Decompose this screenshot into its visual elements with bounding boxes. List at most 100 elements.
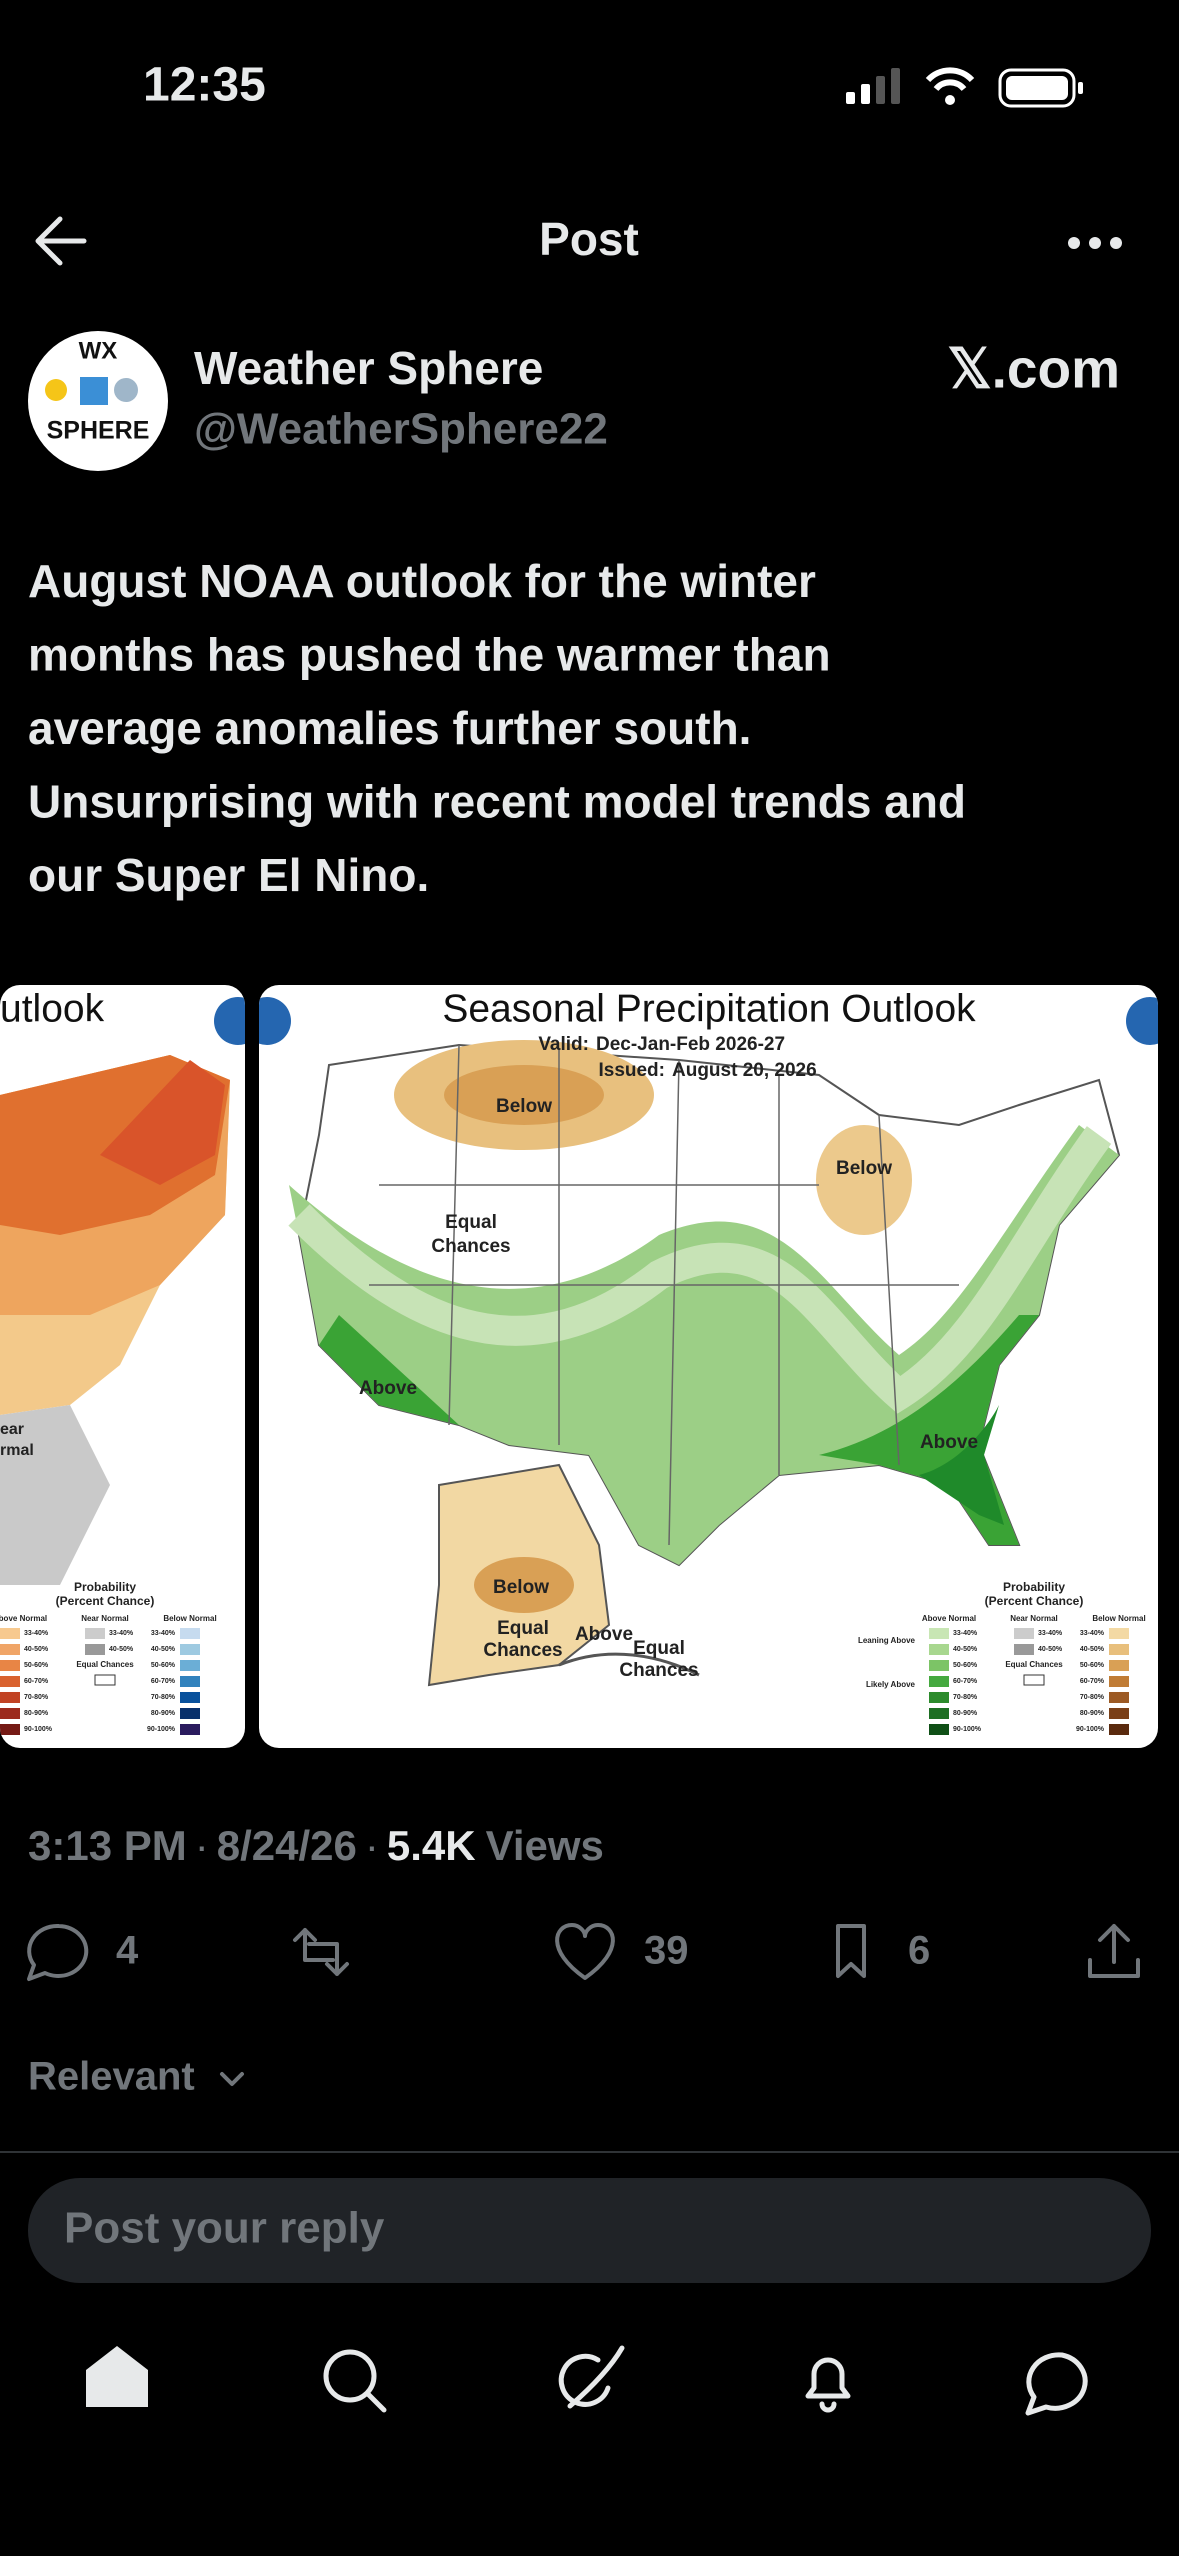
- map-label: Equal Chances: [431, 1212, 510, 1257]
- legend-percent: 40-50%: [1038, 1646, 1063, 1653]
- legend-title: Probability: [1003, 1580, 1065, 1594]
- legend-percent: 70-80%: [151, 1694, 176, 1701]
- status-icons: [846, 67, 1083, 108]
- legend-swatch: [85, 1628, 105, 1639]
- legend-swatch: [0, 1692, 20, 1703]
- bookmark-button[interactable]: [836, 1924, 866, 1978]
- legend-swatch: [0, 1676, 20, 1687]
- post-text: August NOAA outlook for the winter months…: [28, 555, 966, 901]
- legend-percent: 40-50%: [24, 1646, 49, 1653]
- avatar[interactable]: WX SPHERE: [28, 331, 168, 471]
- legend-swatch: [929, 1628, 949, 1639]
- post-text-line: Unsurprising with recent model trends an…: [28, 776, 966, 828]
- legend-percent: 50-60%: [953, 1662, 978, 1669]
- legend-swatch: [180, 1676, 200, 1687]
- map-issued-value: August 20, 2026: [672, 1060, 817, 1081]
- legend-swatch: [1109, 1692, 1129, 1703]
- legend-percent: 70-80%: [24, 1694, 49, 1701]
- author-handle[interactable]: @WeatherSphere22: [194, 405, 608, 454]
- separator: ·: [195, 1822, 209, 1869]
- legend-percent: 90-100%: [24, 1726, 53, 1733]
- nav-home[interactable]: [86, 2346, 148, 2407]
- reply-box[interactable]: [28, 2178, 1151, 2283]
- nav-search[interactable]: [323, 2349, 387, 2413]
- source-badge: 𝕏.com: [947, 338, 1120, 400]
- legend-percent: 33-40%: [1080, 1630, 1105, 1637]
- legend-percent: 33-40%: [24, 1630, 49, 1637]
- post-text-line: our Super El Nino.: [28, 849, 429, 901]
- reply-button[interactable]: [27, 1923, 89, 1981]
- legend-percent: 90-100%: [1076, 1726, 1105, 1733]
- legend-header: Above Normal: [922, 1614, 976, 1623]
- more-button[interactable]: [1068, 237, 1122, 249]
- legend-swatch: [1014, 1644, 1034, 1655]
- legend-swatch: [1014, 1628, 1034, 1639]
- legend-percent: 40-50%: [1080, 1646, 1105, 1653]
- legend-title: (Percent Chance): [56, 1594, 155, 1608]
- image-left[interactable]: utlook ear rmal Probability(Percent Chan…: [0, 985, 262, 1748]
- legend-swatch: [929, 1676, 949, 1687]
- legend-percent: 50-60%: [151, 1662, 176, 1669]
- legend-percent: 50-60%: [1080, 1662, 1105, 1669]
- legend-swatch: [0, 1708, 20, 1719]
- views-label: Views: [486, 1822, 604, 1869]
- legend-percent: 70-80%: [953, 1694, 978, 1701]
- legend-side: Leaning Above: [858, 1636, 916, 1645]
- status-time: 12:35: [143, 59, 266, 112]
- post-text-line: August NOAA outlook for the winter: [28, 555, 816, 607]
- separator: ·: [365, 1822, 379, 1869]
- share-button[interactable]: [1088, 1924, 1140, 1978]
- reply-placeholder[interactable]: Post your reply: [64, 2204, 385, 2253]
- post-text-line: months has pushed the warmer than: [28, 629, 831, 681]
- legend-percent: 33-40%: [151, 1630, 176, 1637]
- legend-swatch: [1109, 1660, 1129, 1671]
- legend-near: Equal Chances: [76, 1660, 134, 1669]
- post-date: 8/24/26: [217, 1822, 357, 1869]
- like-count: 39: [644, 1929, 689, 1973]
- avatar-text: WX: [79, 337, 118, 364]
- reply-count: 4: [116, 1929, 139, 1973]
- map-label: Below: [493, 1577, 549, 1598]
- legend-header: Below Normal: [163, 1614, 216, 1623]
- map-label: Above: [575, 1624, 633, 1645]
- legend-percent: 40-50%: [151, 1646, 176, 1653]
- legend-percent: 60-70%: [151, 1678, 176, 1685]
- legend-swatch: [180, 1724, 200, 1735]
- header-title: Post: [539, 213, 639, 265]
- legend-percent: 40-50%: [109, 1646, 134, 1653]
- legend-near: Equal Chances: [1005, 1660, 1063, 1669]
- map-title: Seasonal Precipitation Outlook: [442, 987, 976, 1030]
- legend-swatch: [0, 1644, 20, 1655]
- legend-swatch: [1109, 1724, 1129, 1735]
- nav-grok[interactable]: [558, 2345, 625, 2409]
- nav-notifications[interactable]: [805, 2357, 851, 2413]
- sort-chevron[interactable]: [220, 2072, 244, 2086]
- repost-button[interactable]: [293, 1928, 349, 1976]
- legend-swatch: [85, 1644, 105, 1655]
- legend-swatch: [1109, 1676, 1129, 1687]
- map-valid-value: Dec-Jan-Feb 2026-27: [596, 1034, 785, 1055]
- map-label: Below: [836, 1158, 892, 1179]
- sort-selector[interactable]: Relevant: [28, 2055, 195, 2099]
- legend-swatch: [0, 1724, 20, 1735]
- nav-messages[interactable]: [1025, 2352, 1088, 2416]
- back-button[interactable]: [35, 216, 87, 266]
- like-button[interactable]: [555, 1923, 615, 1980]
- legend-title: Probability: [74, 1580, 136, 1594]
- post-text-line: average anomalies further south.: [28, 702, 751, 754]
- legend-percent: 60-70%: [24, 1678, 49, 1685]
- legend-swatch: [0, 1628, 20, 1639]
- map-label: Below: [496, 1096, 552, 1117]
- map-label: Equal Chances: [619, 1638, 698, 1681]
- legend-title: (Percent Chance): [985, 1594, 1084, 1608]
- author-name[interactable]: Weather Sphere: [194, 342, 543, 394]
- legend-percent: 80-90%: [1080, 1710, 1105, 1717]
- legend-header: Below Normal: [1092, 1614, 1145, 1623]
- image-right[interactable]: Seasonal Precipitation Outlook Valid: De…: [243, 985, 1174, 1748]
- legend-swatch: [929, 1692, 949, 1703]
- map-label: Above: [359, 1378, 417, 1399]
- legend-swatch: [1109, 1628, 1129, 1639]
- legend-percent: 33-40%: [953, 1630, 978, 1637]
